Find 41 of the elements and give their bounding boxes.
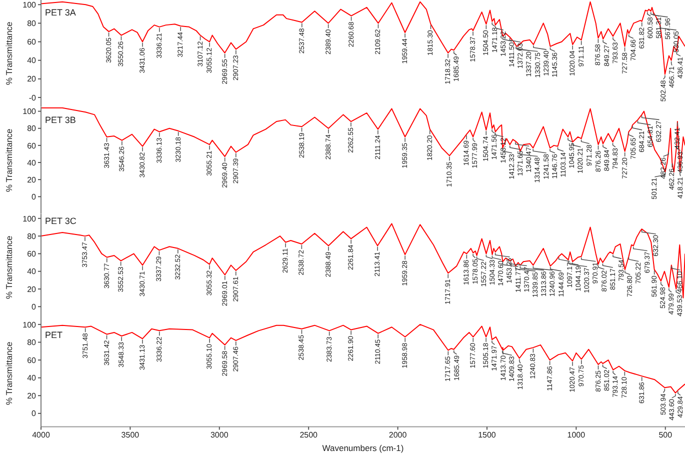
y-tick-label: 100 bbox=[22, 0, 37, 10]
y-tick-label: 40 bbox=[27, 266, 37, 276]
y-tick-label: 0 bbox=[32, 409, 37, 418]
y-tick-label: 60 bbox=[27, 141, 37, 150]
y-tick-label: 100 bbox=[22, 214, 37, 223]
y-axis-title: % Transmittance bbox=[4, 128, 14, 192]
text: PET 3A bbox=[45, 8, 76, 18]
y-tick-label: 20 bbox=[27, 392, 37, 401]
y-tick-label: 20 bbox=[27, 284, 37, 294]
x-tick-label: 4000 bbox=[32, 430, 50, 440]
y-tick-label: 80 bbox=[27, 338, 37, 348]
y-tick-label: 40 bbox=[27, 374, 37, 383]
y-tick-label: -0 bbox=[28, 93, 37, 102]
x-tick-label: 2500 bbox=[300, 430, 318, 440]
y-tick-label: 80 bbox=[27, 19, 37, 28]
y-axis-title: % Transmittance bbox=[4, 234, 14, 299]
x-axis-title: Wavenumbers (cm-1) bbox=[322, 443, 404, 453]
y-tick-label: 80 bbox=[27, 124, 37, 133]
x-tick-label: 2000 bbox=[388, 430, 408, 440]
y-tick-label: 60 bbox=[27, 249, 37, 258]
text: PET 3B bbox=[45, 114, 76, 125]
y-axis-title: % Transmittance bbox=[4, 21, 14, 86]
y-tick-label: 40 bbox=[27, 56, 37, 66]
y-tick-label: 20 bbox=[27, 74, 37, 84]
y-tick-label: 0 bbox=[32, 302, 37, 311]
y-tick-label: 0 bbox=[32, 192, 37, 202]
x-tick-label: 3500 bbox=[121, 430, 140, 440]
text: PET bbox=[45, 330, 64, 340]
y-axis-title: % Transmittance bbox=[4, 342, 14, 406]
x-tick-label: 500 bbox=[658, 430, 673, 440]
y-tick-label: 60 bbox=[27, 38, 37, 47]
y-tick-label: 100 bbox=[22, 106, 37, 116]
y-tick-label: 40 bbox=[27, 158, 37, 168]
y-tick-label: 60 bbox=[27, 356, 37, 366]
y-tick-label: 80 bbox=[27, 231, 37, 240]
x-tick-label: 3000 bbox=[210, 430, 229, 440]
chart-title: PET 3C bbox=[45, 216, 77, 226]
y-tick-label: 100 bbox=[22, 320, 37, 330]
y-tick-label: 20 bbox=[27, 175, 37, 184]
x-tick-label: 1500 bbox=[478, 430, 496, 440]
x-tick-label: 1000 bbox=[567, 430, 586, 440]
